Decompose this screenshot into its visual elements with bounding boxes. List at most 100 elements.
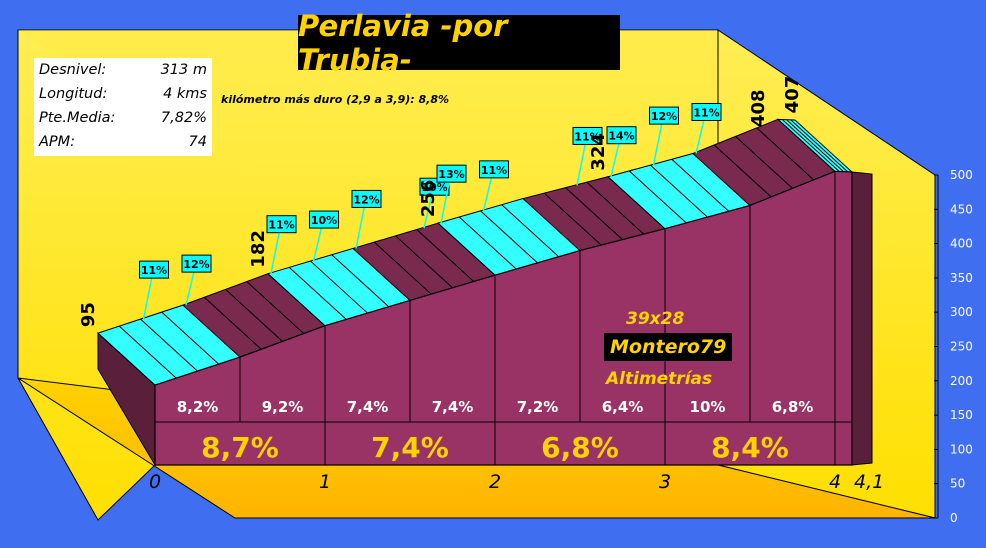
gradient-box-label: 14%	[608, 130, 634, 143]
ridge-hatch	[756, 127, 815, 181]
ridge-hatch	[586, 181, 645, 235]
ridge-hatch	[373, 241, 432, 295]
gradient-box-label: 11%	[574, 130, 600, 143]
ridge-hatch	[713, 144, 772, 198]
x-axis-label: 4,1	[854, 471, 884, 493]
half-km-gradient-label: 8,2%	[177, 398, 219, 416]
ridge-hatch	[671, 158, 730, 212]
chart-title-box: Perlavia -por Trubia-	[298, 9, 620, 77]
ridge-hatch	[458, 216, 517, 270]
credit-ratio: 39x28	[626, 309, 685, 329]
gradient-box-label: 12%	[651, 110, 677, 123]
half-km-gradient-label: 7,4%	[432, 398, 474, 416]
gradient-box	[266, 215, 297, 234]
credit-subtitle: Altimetrías	[606, 369, 713, 389]
gradient-box	[351, 189, 382, 208]
hardest-km-note: kilómetro más duro (2,9 a 3,9): 8,8%	[221, 93, 450, 106]
ridge-hatch	[416, 229, 475, 282]
y-axis-label: 400	[950, 237, 973, 251]
stat-value: 4 kms	[163, 86, 207, 102]
gradient-box-label: 11%	[693, 106, 719, 119]
gradient-box-label: 11%	[141, 264, 167, 277]
ridge-hatch	[543, 192, 602, 246]
x-axis-label: 3	[659, 471, 671, 493]
stat-row-longitud: Longitud: 4 kms	[34, 82, 212, 106]
gradient-box-label: 13%	[438, 168, 464, 181]
y-axis-label: 350	[950, 271, 973, 285]
credit-author: Montero79	[604, 333, 733, 361]
top-wall-shade	[18, 30, 935, 175]
profile-end-face	[851, 171, 873, 466]
ridge-hatch	[118, 325, 177, 379]
ridge-hatch	[225, 289, 283, 342]
ridge-hatch	[501, 204, 560, 258]
ridge-hatch	[480, 210, 538, 264]
ridge-hatch	[246, 281, 305, 334]
gradient-box	[181, 254, 212, 273]
stats-panel: Desnivel: 313 m Longitud: 4 kms Pte.Medi…	[34, 58, 212, 156]
half-km-gradient-label: 6,4%	[602, 398, 644, 416]
y-axis-label: 150	[950, 408, 973, 422]
gradient-box	[309, 210, 339, 229]
km-gradient-label: 8,4%	[711, 431, 789, 464]
ridge-hatch	[565, 187, 623, 241]
x-axis-label: 0	[149, 471, 161, 493]
half-km-gradient-label: 7,4%	[347, 398, 389, 416]
ridge-hatch	[786, 119, 844, 173]
half-km-gradient-label: 10%	[690, 398, 726, 416]
gradient-box	[479, 160, 509, 179]
x-axis-label: 4	[829, 471, 841, 493]
altitude-label: 324	[588, 133, 609, 171]
ridge-hatch	[790, 119, 849, 173]
ridge-hatch	[310, 260, 368, 314]
half-km-gradient-label: 6,8%	[772, 398, 814, 416]
gradient-box-label: 10%	[421, 181, 447, 194]
stat-row-apm: APM: 74	[34, 130, 212, 154]
stat-label: Pte.Media:	[39, 110, 116, 126]
gradient-box	[649, 106, 679, 125]
y-axis-label: 500	[950, 168, 973, 182]
stat-value: 7,82%	[160, 110, 207, 126]
altitude-label: 407	[782, 76, 803, 114]
gradient-box-label: 12%	[183, 258, 209, 271]
altitude-label: 408	[748, 89, 769, 127]
ridge-hatch	[395, 235, 453, 289]
y-axis-label: 0	[950, 511, 958, 525]
half-km-gradient-label: 9,2%	[262, 398, 304, 416]
stat-row-pendiente: Pte.Media: 7,82%	[34, 106, 212, 130]
ridge-hatch	[781, 119, 840, 172]
stat-label: APM:	[39, 134, 76, 150]
gradient-box	[606, 126, 637, 145]
km-gradient-label: 6,8%	[541, 431, 619, 464]
y-axis-label: 450	[950, 202, 973, 216]
gradient-box	[572, 126, 603, 145]
stat-value: 74	[188, 134, 207, 150]
altitude-label: 95	[78, 302, 99, 327]
y-axis-label: 100	[950, 442, 973, 456]
ridge-hatch	[161, 311, 220, 365]
altitude-label: 256	[418, 180, 439, 218]
gradient-box	[139, 260, 169, 279]
y-axis-label: 250	[950, 340, 973, 354]
ridge-hatch	[140, 318, 198, 372]
gradient-box	[436, 164, 467, 183]
ridge-hatch	[628, 170, 687, 224]
ridge-hatch	[288, 267, 347, 320]
gradient-box-label: 12%	[353, 193, 379, 206]
km-gradient-label: 8,7%	[201, 431, 279, 464]
stat-row-desnivel: Desnivel: 313 m	[34, 58, 212, 82]
x-axis-label: 1	[319, 471, 331, 493]
y-axis-label: 300	[950, 305, 973, 319]
ridge-hatch	[735, 136, 793, 189]
half-km-gradient-label: 7,2%	[517, 398, 559, 416]
stat-label: Desnivel:	[39, 62, 107, 78]
x-axis-label: 2	[489, 471, 501, 493]
ridge-hatch	[203, 296, 262, 350]
gradient-box-label: 11%	[481, 164, 507, 177]
gradient-box-label: 11%	[268, 219, 294, 232]
ridge-hatch	[331, 254, 390, 308]
stat-value: 313 m	[160, 62, 207, 78]
gradient-box-label: 10%	[311, 214, 337, 227]
